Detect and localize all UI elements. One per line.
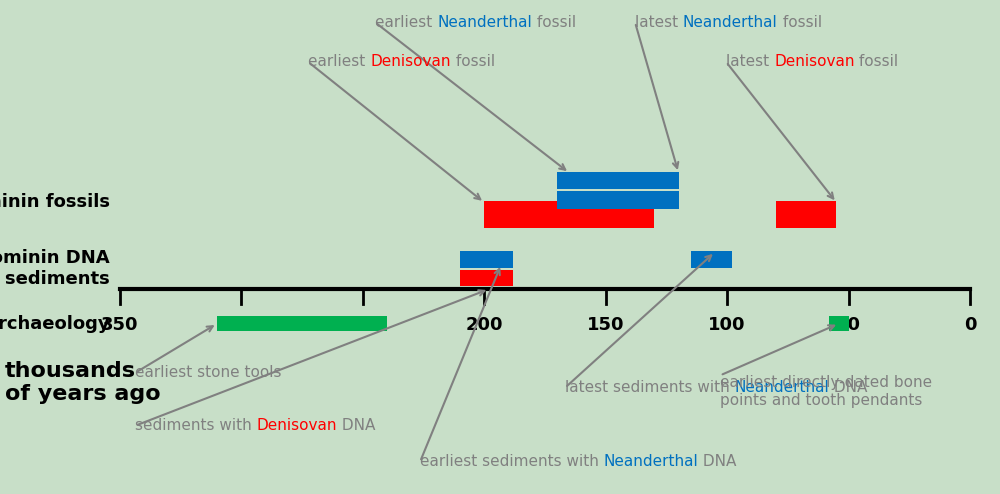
- Text: latest sediments with: latest sediments with: [565, 380, 735, 395]
- Text: 250: 250: [344, 316, 382, 334]
- Text: earliest sediments with: earliest sediments with: [420, 454, 604, 469]
- Bar: [217, 316, 387, 331]
- Text: fossil: fossil: [532, 15, 576, 30]
- Text: hominin DNA
from sediments: hominin DNA from sediments: [0, 249, 110, 288]
- Text: 300: 300: [223, 316, 260, 334]
- Text: fossil: fossil: [778, 15, 822, 30]
- Bar: [460, 270, 513, 286]
- Bar: [691, 251, 732, 268]
- Bar: [557, 192, 679, 209]
- Text: Neanderthal: Neanderthal: [683, 15, 778, 30]
- Text: Neanderthal: Neanderthal: [437, 15, 532, 30]
- Text: Denisovan: Denisovan: [257, 418, 337, 433]
- Text: earliest stone tools: earliest stone tools: [135, 366, 282, 380]
- Text: 50: 50: [836, 316, 861, 334]
- Text: DNA: DNA: [337, 418, 376, 433]
- Text: 100: 100: [708, 316, 746, 334]
- Bar: [460, 251, 513, 268]
- Text: Neanderthal: Neanderthal: [604, 454, 698, 469]
- Text: earliest directly-dated bone
points and tooth pendants: earliest directly-dated bone points and …: [720, 375, 932, 408]
- Text: 200: 200: [466, 316, 503, 334]
- Text: thousands
of years ago: thousands of years ago: [5, 361, 161, 404]
- Text: hominin fossils: hominin fossils: [0, 193, 110, 210]
- Text: DNA: DNA: [829, 380, 868, 395]
- Text: archaeology: archaeology: [0, 315, 110, 332]
- Bar: [484, 202, 654, 228]
- Bar: [829, 316, 849, 331]
- Text: 350: 350: [101, 316, 139, 334]
- Bar: [776, 202, 836, 228]
- Text: latest: latest: [726, 54, 774, 69]
- Text: earliest: earliest: [308, 54, 370, 69]
- Text: fossil: fossil: [451, 54, 495, 69]
- Text: DNA: DNA: [698, 454, 737, 469]
- Text: 0: 0: [964, 316, 976, 334]
- Text: sediments with: sediments with: [135, 418, 257, 433]
- Text: fossil: fossil: [854, 54, 899, 69]
- Text: Neanderthal: Neanderthal: [735, 380, 829, 395]
- Text: 150: 150: [587, 316, 624, 334]
- Text: Denisovan: Denisovan: [370, 54, 451, 69]
- Text: earliest: earliest: [375, 15, 437, 30]
- Text: Denisovan: Denisovan: [774, 54, 854, 69]
- Bar: [557, 171, 679, 189]
- Text: latest: latest: [635, 15, 683, 30]
